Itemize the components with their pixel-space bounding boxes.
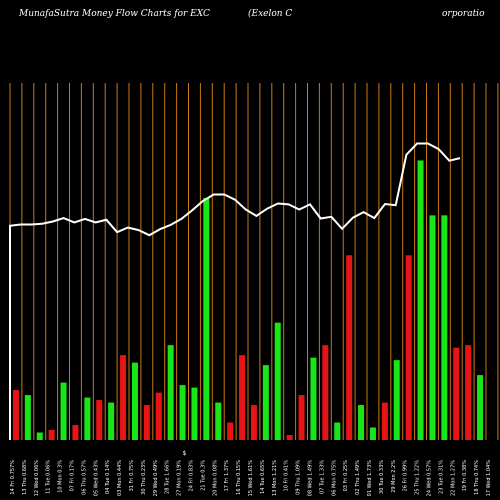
money-flow-bar-0 <box>12 390 19 440</box>
money-flow-bar-27 <box>334 422 341 440</box>
x-axis-label-3: 11 Tue 0.06% <box>46 460 52 494</box>
money-flow-bar-1 <box>24 395 31 440</box>
x-axis-label-37: 22 Mon 1.27% <box>450 460 456 496</box>
x-axis-label-4: 10 Mon 0.3% <box>58 460 64 493</box>
money-flow-bar-12 <box>155 392 162 440</box>
x-axis-label-31: 30 Tue 0.33% <box>379 460 385 494</box>
money-flow-bar-2 <box>36 432 43 440</box>
money-flow-bar-9 <box>120 355 127 440</box>
company-name-part-1: (Exelon C <box>248 9 293 19</box>
grid-lines <box>9 83 499 440</box>
money-flow-bar-26 <box>322 345 329 440</box>
x-axis-label-36: 23 Tue 0.31% <box>438 460 444 494</box>
x-axis-label-20: 15 Wed 1.61% <box>248 460 254 497</box>
money-flow-bar-20 <box>250 405 257 440</box>
money-flow-bar-28 <box>346 255 353 440</box>
money-flow-bar-18 <box>227 422 234 440</box>
x-axis-label-22: 13 Mon 1.21% <box>272 460 278 496</box>
money-flow-bar-4 <box>60 382 67 440</box>
money-flow-bar-17 <box>215 402 222 440</box>
money-flow-bar-15 <box>191 387 198 440</box>
money-flow-bar-11 <box>143 405 150 440</box>
money-flow-bar-10 <box>131 362 138 440</box>
x-axis-label-25: 08 Wed 1.49% <box>308 460 314 497</box>
x-axis-label-33: 26 Fri 0.99% <box>403 460 409 492</box>
money-flow-bar-25 <box>310 357 317 440</box>
money-flow-bar-36 <box>441 215 448 440</box>
x-axis-label-34: 25 Thu 1.22% <box>415 460 421 495</box>
x-axis-label-9: 03 Mon 0.44% <box>117 460 123 496</box>
x-axis-label-27: 06 Mon 0.75% <box>331 460 337 496</box>
money-flow-bar-38 <box>465 345 472 440</box>
x-axis-label-26: 07 Tue 1.33% <box>319 460 325 494</box>
x-axis-label-21: 14 Tue 0.65% <box>260 460 266 494</box>
x-axis-label-2: 12 Wed 0.06% <box>34 460 40 497</box>
x-axis-labels: $14 Fri 0.757% 13 Thu 0.68% 12 Wed 0.06% 11… <box>10 450 492 496</box>
money-flow-bar-14 <box>179 385 186 440</box>
money-flow-bar-5 <box>72 425 79 440</box>
money-flow-bar-37 <box>453 347 460 440</box>
x-axis-label-12: 29 Wed 0.49% <box>153 460 159 497</box>
money-flow-bar-16 <box>203 197 210 440</box>
x-axis-label-23: 10 Fri 0.41% <box>284 460 290 492</box>
money-flow-bars <box>12 160 484 440</box>
price-line <box>9 142 461 440</box>
money-flow-bar-30 <box>369 427 376 440</box>
x-axis-label-18: 17 Fri 1.37% <box>224 460 230 492</box>
money-flow-bar-32 <box>393 360 400 440</box>
chart-title: MunafaSutra Money Flow Charts for EXC <box>19 9 210 19</box>
x-axis-label-24: 09 Thu 1.09% <box>296 460 302 495</box>
money-flow-bar-8 <box>108 402 115 440</box>
x-axis-label-28: 03 Fri 0.25% <box>343 460 349 492</box>
x-axis-label-11: 30 Thu 0.23% <box>141 460 147 495</box>
x-axis-label-0: 14 Fri 0.757% <box>10 460 16 495</box>
money-flow-bar-34 <box>417 160 424 440</box>
money-flow-bar-31 <box>381 402 388 440</box>
money-flow-bar-7 <box>96 400 103 440</box>
money-flow-bar-22 <box>274 322 281 440</box>
x-axis-label-17: 20 Mon 0.08% <box>212 460 218 496</box>
x-axis-label-38: 19 Fri 0.38% <box>462 460 468 492</box>
money-flow-bar-35 <box>429 215 436 440</box>
x-axis-label-15: 24 Fri 0.83% <box>189 460 195 492</box>
money-flow-bar-3 <box>48 430 55 440</box>
x-axis-label-13: 28 Tue 1.66% <box>165 460 171 494</box>
x-axis-label-40: 17 Wed 1.04% <box>486 460 492 497</box>
money-flow-bar-29 <box>358 405 365 440</box>
x-axis-label-35: 24 Wed 0.57% <box>427 460 433 497</box>
company-name-part-2: orporatio <box>442 9 485 19</box>
money-flow-bar-23 <box>286 435 293 440</box>
x-axis-label-39: 18 Thu 0.74% <box>474 460 480 495</box>
x-axis-label-32: 29 Mon 2.2% <box>391 460 397 493</box>
x-axis-label-10: 31 Fri 0.75% <box>129 460 135 492</box>
money-flow-bar-13 <box>167 345 174 440</box>
x-axis-label-8: 04 Tue 0.14% <box>105 460 111 494</box>
x-axis-label-30: 01 Wed 1.73% <box>367 460 373 497</box>
x-axis-label-29: 02 Thu 1.49% <box>355 460 361 495</box>
x-axis-label-16: 21 Tue 0.3% <box>200 460 206 491</box>
money-flow-bar-19 <box>239 355 246 440</box>
x-axis-label-1: 13 Thu 0.68% <box>22 460 28 495</box>
money-flow-bar-21 <box>262 365 269 440</box>
x-axis-label-5: 07 Fri 0.17% <box>70 460 76 492</box>
money-flow-bar-39 <box>477 375 484 440</box>
x-axis-marker: $ <box>183 450 187 457</box>
x-axis-label-14: 27 Mon 0.19% <box>177 460 183 496</box>
x-axis-label-7: 05 Wed 0.43% <box>93 460 99 497</box>
money-flow-bar-6 <box>84 397 91 440</box>
x-axis-label-19: 16 Thu 0.15% <box>236 460 242 495</box>
money-flow-bar-33 <box>405 255 412 440</box>
money-flow-bar-24 <box>298 395 305 440</box>
x-axis-label-6: 06 Thu 0.57% <box>81 460 87 495</box>
